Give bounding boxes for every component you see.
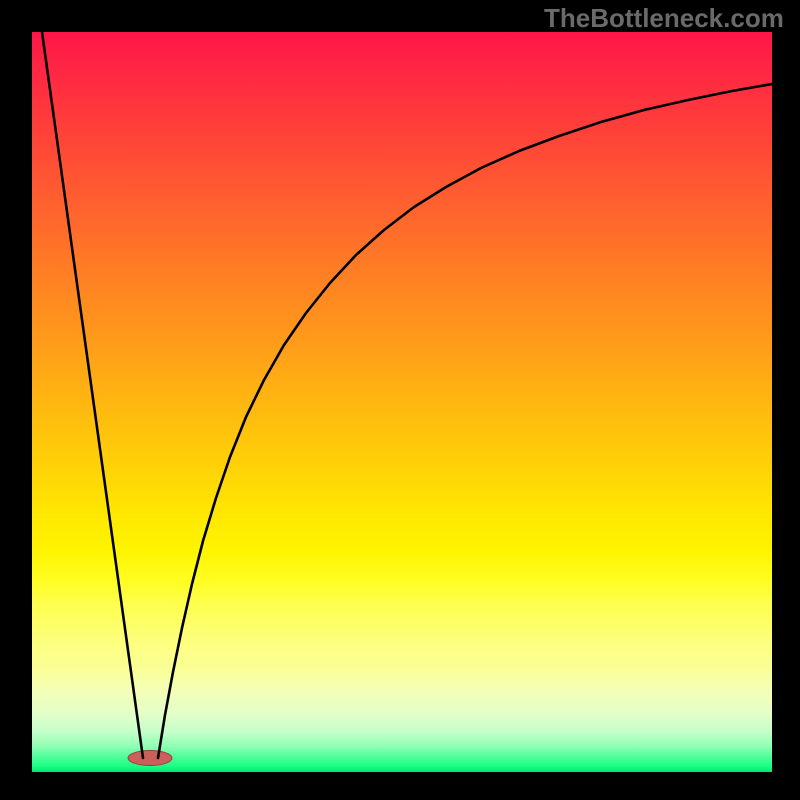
bottleneck-marker	[128, 751, 172, 766]
chart-container: TheBottleneck.com	[0, 0, 800, 800]
plot-area	[32, 32, 772, 772]
watermark-text: TheBottleneck.com	[544, 3, 784, 34]
